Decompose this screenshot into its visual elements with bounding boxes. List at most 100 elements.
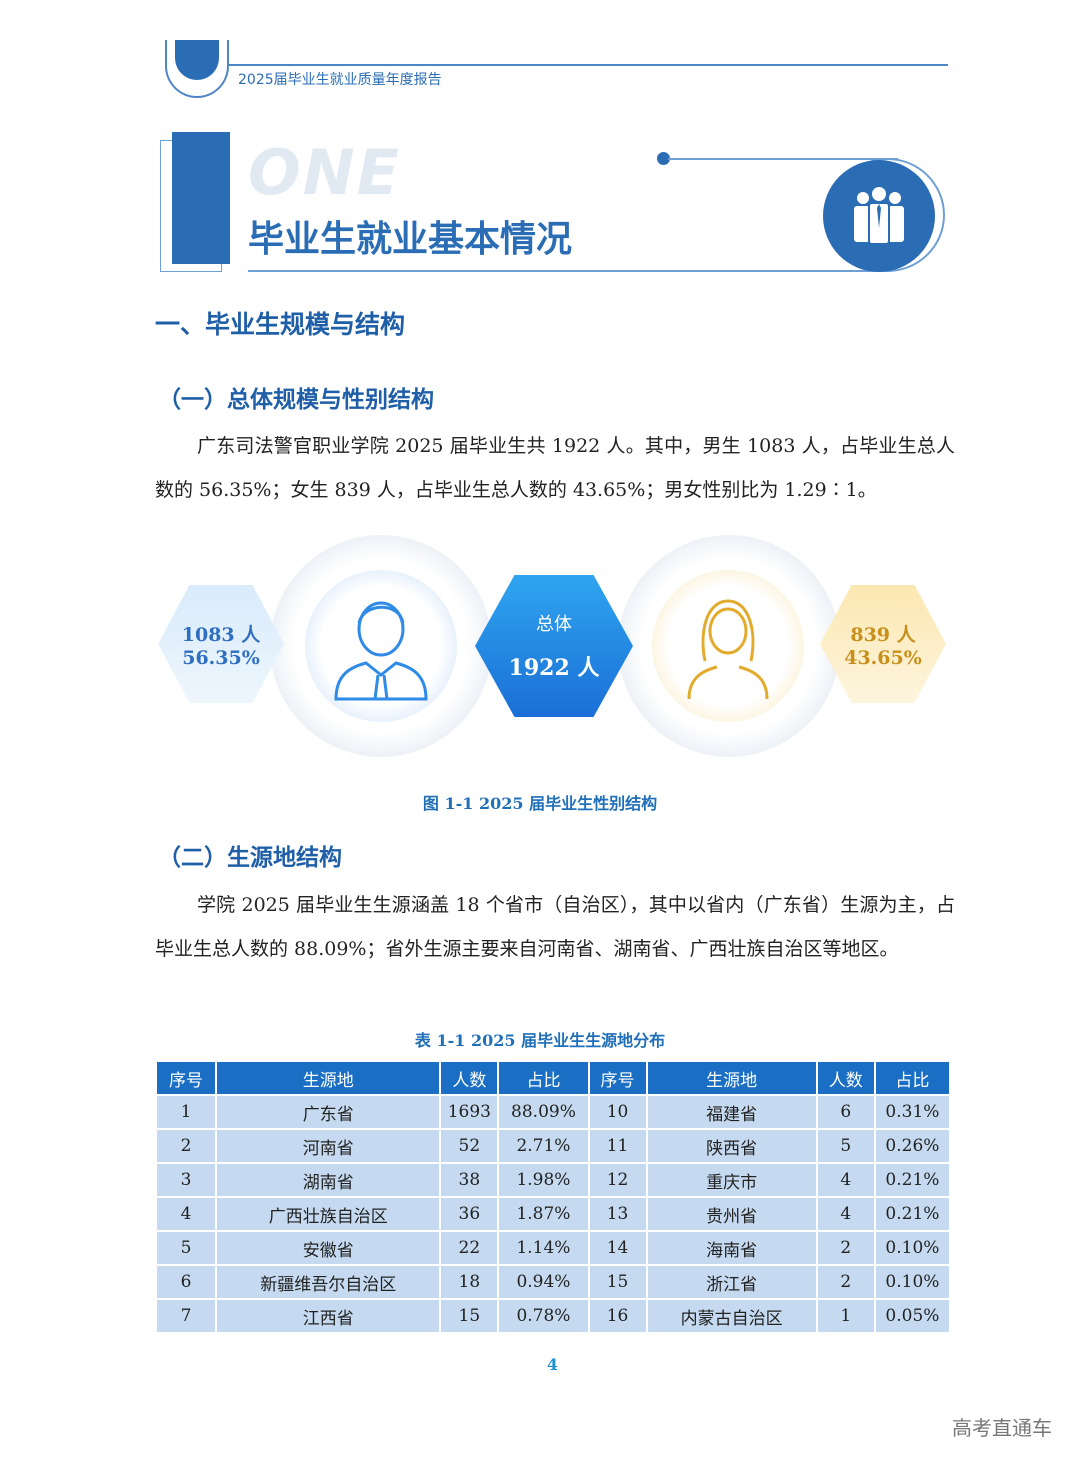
column-header: 占比 — [499, 1062, 588, 1094]
origin-table: 序号 生源地 人数 占比 序号 生源地 人数 占比 1 广东省 1693 88.09% 10 福建省 6 0… — [155, 1060, 951, 1334]
table-cell: 海南省 — [647, 1232, 816, 1264]
male-percent: 56.35% — [182, 646, 260, 669]
chapter-number: ONE — [248, 136, 401, 209]
table-row: 1 广东省 1693 88.09% 10 福建省 6 0.31% — [157, 1096, 949, 1128]
table-cell: 7 — [157, 1300, 216, 1332]
table-cell: 15 — [589, 1266, 646, 1298]
table-cell: 13 — [589, 1198, 646, 1230]
table-cell: 15 — [441, 1300, 498, 1332]
table-cell: 广东省 — [217, 1096, 440, 1128]
table-cell: 1.14% — [499, 1232, 588, 1264]
male-stat: 1083 人 56.35% — [158, 585, 284, 703]
table-cell: 0.31% — [875, 1096, 949, 1128]
male-icon — [305, 570, 457, 722]
table-cell: 0.21% — [875, 1164, 949, 1196]
chapter-underline — [248, 270, 888, 272]
table-cell: 52 — [441, 1130, 498, 1162]
male-count: 1083 人 — [181, 623, 261, 646]
column-header: 序号 — [589, 1062, 646, 1094]
table-cell: 浙江省 — [647, 1266, 816, 1298]
table-cell: 2 — [157, 1130, 216, 1162]
gender-infographic: 1083 人 56.35% 总体 1922 人 839 人 43.65% — [0, 530, 1080, 770]
figure-caption: 图 1-1 2025 届毕业生性别结构 — [422, 794, 658, 813]
table-cell: 38 — [441, 1164, 498, 1196]
table-cell: 2.71% — [499, 1130, 588, 1162]
column-header: 生源地 — [647, 1062, 816, 1094]
table-cell: 江西省 — [217, 1300, 440, 1332]
table-cell: 4 — [817, 1198, 874, 1230]
header-rule — [228, 64, 948, 66]
paragraph: 学院 2025 届毕业生生源涵盖 18 个省市（自治区），其中以省内（广东省）生… — [155, 894, 955, 960]
paragraph: 广东司法警官职业学院 2025 届毕业生共 1922 人。其中，男生 1083 … — [155, 435, 955, 501]
table-cell: 16 — [589, 1300, 646, 1332]
table-cell: 1 — [817, 1300, 874, 1332]
table-cell: 6 — [157, 1266, 216, 1298]
chapter-bar — [172, 132, 230, 264]
column-header: 人数 — [441, 1062, 498, 1094]
chapter-dot-line — [668, 158, 898, 160]
table-cell: 0.10% — [875, 1266, 949, 1298]
table-cell: 1693 — [441, 1096, 498, 1128]
table-row: 5 安徽省 22 1.14% 14 海南省 2 0.10% — [157, 1232, 949, 1264]
table-cell: 贵州省 — [647, 1198, 816, 1230]
subsection-heading: （二）生源地结构 — [158, 845, 342, 871]
table-cell: 0.05% — [875, 1300, 949, 1332]
table-cell: 陕西省 — [647, 1130, 816, 1162]
table-cell: 12 — [589, 1164, 646, 1196]
table-row: 3 湖南省 38 1.98% 12 重庆市 4 0.21% — [157, 1164, 949, 1196]
table-cell: 广西壮族自治区 — [217, 1198, 440, 1230]
table-cell: 河南省 — [217, 1130, 440, 1162]
total-count: 1922 人 — [508, 655, 600, 681]
watermark: 高考直通车 — [952, 1416, 1052, 1440]
group-people-icon — [823, 160, 935, 272]
female-percent: 43.65% — [844, 646, 922, 669]
total-label: 总体 — [536, 614, 572, 635]
table-caption: 表 1-1 2025 届毕业生生源地分布 — [414, 1031, 666, 1050]
chapter-dot — [657, 152, 670, 165]
table-cell: 2 — [817, 1232, 874, 1264]
table-cell: 22 — [441, 1232, 498, 1264]
table-cell: 6 — [817, 1096, 874, 1128]
column-header: 人数 — [817, 1062, 874, 1094]
table-cell: 0.94% — [499, 1266, 588, 1298]
header-logo — [165, 40, 229, 98]
table-cell: 2 — [817, 1266, 874, 1298]
table-cell: 11 — [589, 1130, 646, 1162]
table-row: 7 江西省 15 0.78% 16 内蒙古自治区 1 0.05% — [157, 1300, 949, 1332]
table-cell: 5 — [157, 1232, 216, 1264]
table-row: 2 河南省 52 2.71% 11 陕西省 5 0.26% — [157, 1130, 949, 1162]
table-row: 4 广西壮族自治区 36 1.87% 13 贵州省 4 0.21% — [157, 1198, 949, 1230]
table-cell: 4 — [817, 1164, 874, 1196]
table-cell: 福建省 — [647, 1096, 816, 1128]
table-cell: 14 — [589, 1232, 646, 1264]
column-header: 生源地 — [217, 1062, 440, 1094]
table-cell: 重庆市 — [647, 1164, 816, 1196]
chapter-title: 毕业生就业基本情况 — [248, 219, 573, 260]
table-cell: 0.21% — [875, 1198, 949, 1230]
total-stat: 总体 1922 人 — [475, 575, 633, 717]
table-cell: 88.09% — [499, 1096, 588, 1128]
female-count: 839 人 — [850, 623, 916, 646]
table-cell: 湖南省 — [217, 1164, 440, 1196]
table-cell: 1.98% — [499, 1164, 588, 1196]
female-icon — [652, 570, 804, 722]
table-cell: 内蒙古自治区 — [647, 1300, 816, 1332]
table-cell: 0.10% — [875, 1232, 949, 1264]
report-title: 2025届毕业生就业质量年度报告 — [238, 72, 442, 88]
table-cell: 0.26% — [875, 1130, 949, 1162]
table-cell: 1 — [157, 1096, 216, 1128]
page-number: 4 — [546, 1355, 559, 1374]
table-cell: 新疆维吾尔自治区 — [217, 1266, 440, 1298]
table-cell: 0.78% — [499, 1300, 588, 1332]
table-cell: 18 — [441, 1266, 498, 1298]
table-cell: 36 — [441, 1198, 498, 1230]
subsection-heading: （一）总体规模与性别结构 — [158, 387, 434, 413]
table-cell: 安徽省 — [217, 1232, 440, 1264]
table-cell: 10 — [589, 1096, 646, 1128]
table-cell: 3 — [157, 1164, 216, 1196]
female-stat: 839 人 43.65% — [820, 585, 946, 703]
table-row: 6 新疆维吾尔自治区 18 0.94% 15 浙江省 2 0.10% — [157, 1266, 949, 1298]
column-header: 序号 — [157, 1062, 216, 1094]
column-header: 占比 — [875, 1062, 949, 1094]
table-cell: 4 — [157, 1198, 216, 1230]
